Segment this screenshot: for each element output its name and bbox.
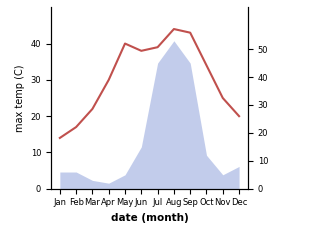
Y-axis label: max temp (C): max temp (C) [15,64,25,132]
X-axis label: date (month): date (month) [111,213,188,223]
